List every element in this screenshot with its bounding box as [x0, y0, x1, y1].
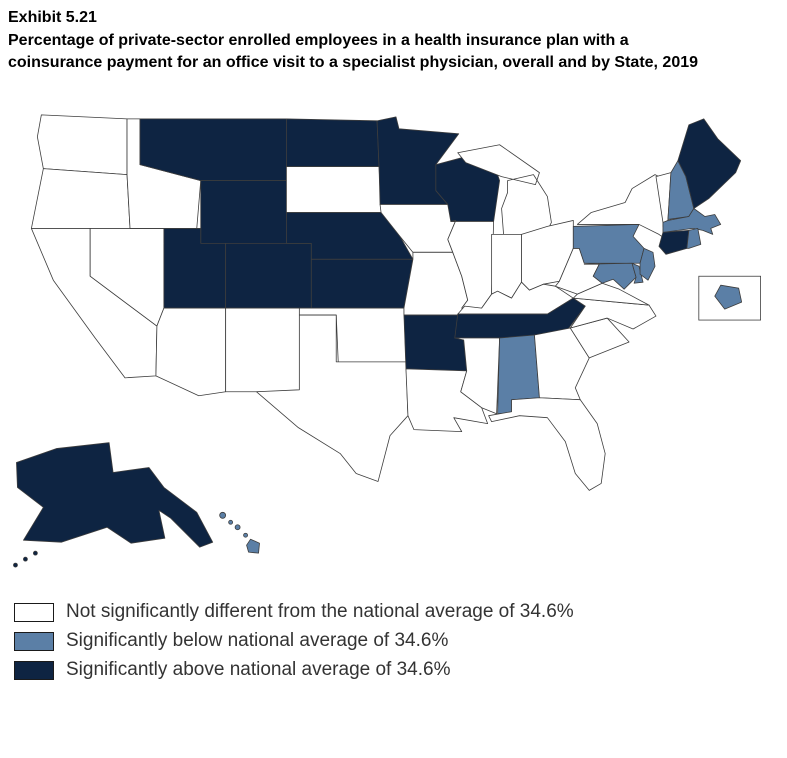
state-CT [658, 230, 690, 255]
state-SD [286, 166, 382, 214]
state-AK [13, 442, 214, 568]
state-HI [219, 512, 260, 554]
state-KS [310, 259, 414, 309]
state-AZ [155, 307, 227, 397]
exhibit-number: Exhibit 5.21 [8, 9, 97, 26]
map-container [0, 77, 787, 595]
state-NC [569, 297, 657, 330]
state-DC [714, 284, 743, 310]
legend-swatch-below [14, 631, 54, 651]
legend-label-below: Significantly below national average of … [66, 630, 449, 652]
legend-label-not-different: Not significantly different from the nat… [66, 601, 574, 623]
state-TX [256, 314, 409, 483]
header: Exhibit 5.21 Percentage of private-secto… [0, 0, 787, 73]
state-PA [572, 224, 645, 264]
state-NJ [639, 248, 656, 281]
exhibit-title: Percentage of private-sector enrolled em… [8, 32, 699, 71]
state-NM [225, 307, 300, 393]
state-WY [200, 180, 287, 244]
state-MA [662, 208, 722, 235]
state-CO [225, 243, 312, 309]
state-DE [631, 263, 644, 284]
legend-label-above: Significantly above national average of … [66, 659, 451, 681]
state-RI [686, 228, 702, 249]
state-WA [36, 114, 128, 176]
state-IN [491, 234, 522, 299]
state-ND [286, 118, 380, 168]
state-FL [488, 397, 606, 491]
legend-swatch-above [14, 660, 54, 680]
us-choropleth-map [13, 114, 761, 568]
legend-row-not-different: Not significantly different from the nat… [14, 601, 787, 623]
state-OR [30, 168, 131, 230]
legend-swatch-not-different [14, 602, 54, 622]
legend-row-above: Significantly above national average of … [14, 659, 787, 681]
legend: Not significantly different from the nat… [14, 601, 787, 681]
legend-row-below: Significantly below national average of … [14, 630, 787, 652]
state-ME [677, 118, 742, 210]
